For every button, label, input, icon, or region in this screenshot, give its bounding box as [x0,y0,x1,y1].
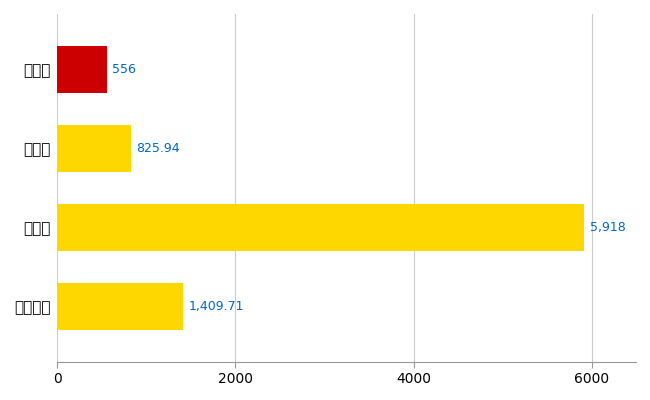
Text: 556: 556 [112,63,136,76]
Text: 825.94: 825.94 [136,142,180,155]
Text: 1,409.71: 1,409.71 [188,300,244,313]
Bar [57,46,107,93]
Text: 5,918: 5,918 [590,221,625,234]
Bar [57,204,584,251]
Bar [57,124,131,172]
Bar [57,283,183,330]
